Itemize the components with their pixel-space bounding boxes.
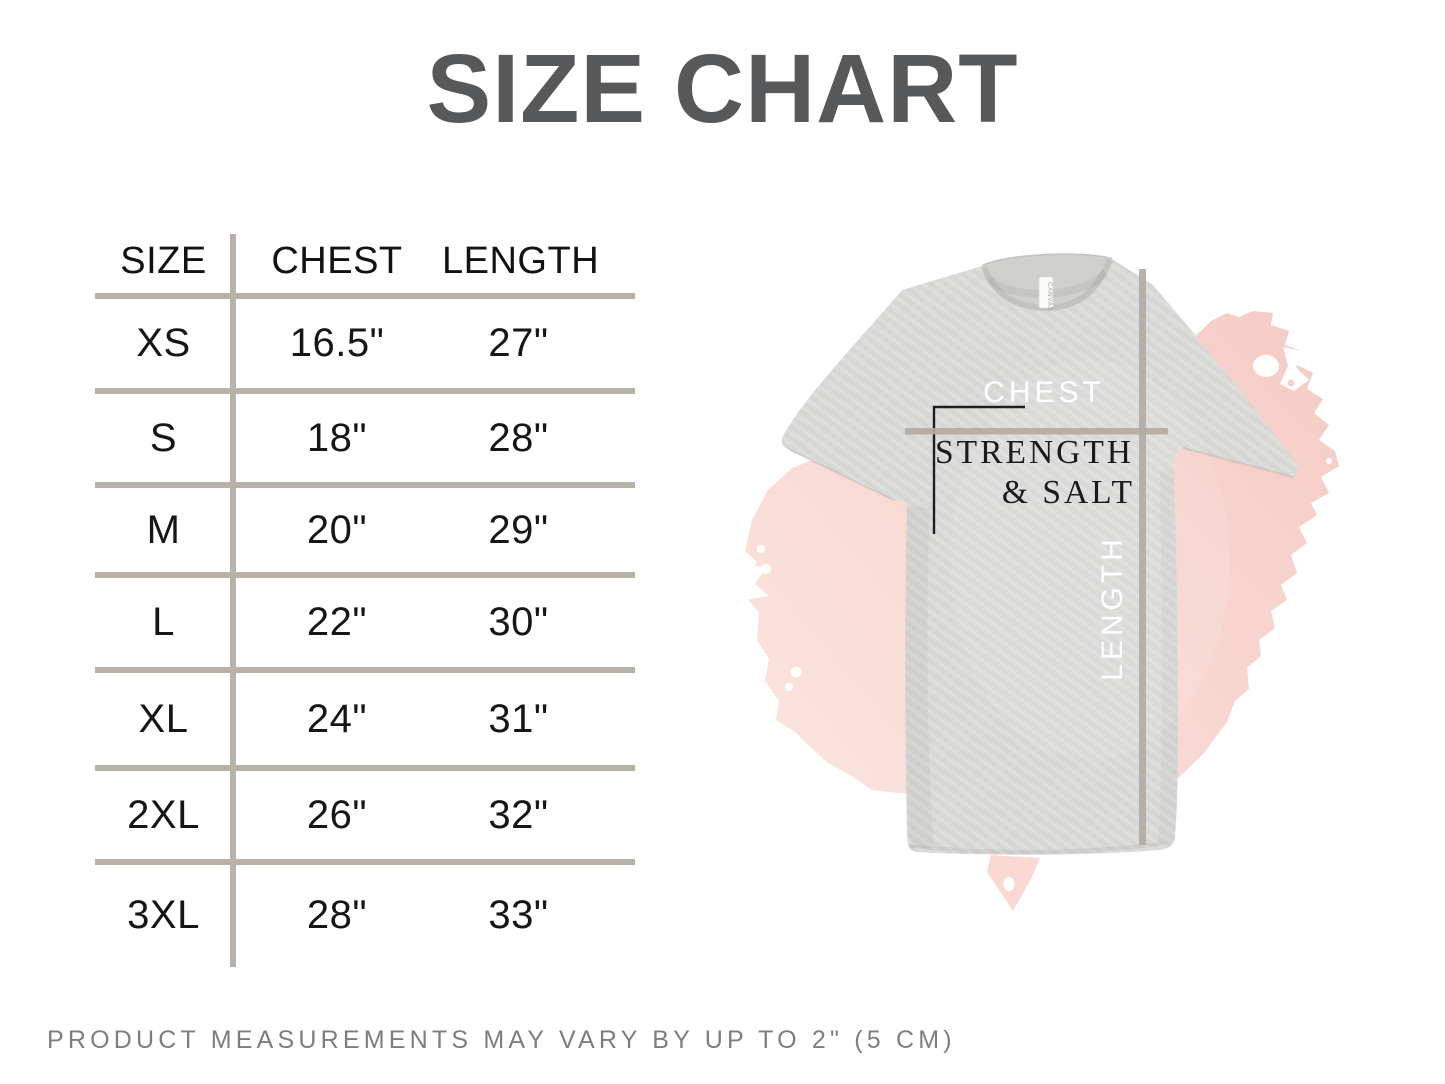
chest-value: 16.5" bbox=[289, 321, 385, 365]
size-table: SIZE CHEST LENGTH XS 16.5" 27" S 18" 28"… bbox=[95, 230, 635, 967]
length-value: 29" bbox=[488, 507, 549, 552]
table-row: XS 16.5" 27" bbox=[95, 299, 635, 394]
size-value: 2XL bbox=[127, 792, 200, 837]
table-row: 3XL 28" 33" bbox=[95, 865, 635, 965]
chest-value: 24" bbox=[306, 696, 368, 741]
chest-measure-label: CHEST bbox=[983, 376, 1105, 409]
length-measure-line bbox=[1139, 269, 1146, 845]
table-header-row: SIZE CHEST LENGTH bbox=[95, 230, 635, 299]
chest-value: 22" bbox=[306, 600, 368, 644]
length-value: 33" bbox=[488, 892, 549, 937]
size-value: 3XL bbox=[127, 892, 200, 937]
table-row: L 22" 30" bbox=[95, 578, 635, 673]
design-text-line2: & SALT bbox=[1002, 474, 1135, 511]
length-value: 27" bbox=[488, 321, 549, 365]
tshirt-graphic: CANVAS STRENGTH & SALT bbox=[781, 253, 1299, 855]
chest-value: 20" bbox=[306, 507, 368, 552]
size-value: S bbox=[149, 415, 178, 460]
length-value: 32" bbox=[488, 792, 549, 837]
table-column-divider bbox=[230, 234, 236, 967]
measurement-guides: CHEST LENGTH bbox=[905, 269, 1168, 845]
table-row: M 20" 29" bbox=[95, 488, 635, 578]
header-length: LENGTH bbox=[442, 240, 600, 282]
table-row: 2XL 26" 32" bbox=[95, 771, 635, 865]
table-row: XL 24" 31" bbox=[95, 673, 635, 771]
page-title: SIZE CHART bbox=[426, 34, 1019, 143]
chest-value: 26" bbox=[306, 792, 368, 837]
chest-measure-line bbox=[905, 428, 1168, 435]
footnote: PRODUCT MEASUREMENTS MAY VARY BY UP TO 2… bbox=[47, 1026, 956, 1054]
neck-tag: CANVAS bbox=[1038, 276, 1054, 311]
design-corner-line bbox=[932, 405, 1025, 534]
design-text-line1: STRENGTH bbox=[935, 434, 1134, 471]
size-value: XS bbox=[136, 321, 191, 365]
chest-value: 18" bbox=[306, 415, 368, 460]
size-value: M bbox=[146, 507, 181, 552]
length-value: 31" bbox=[488, 696, 549, 741]
table-row: S 18" 28" bbox=[95, 394, 635, 488]
chest-value: 28" bbox=[306, 892, 368, 937]
length-measure-label: LENGTH bbox=[1096, 535, 1129, 681]
header-chest: CHEST bbox=[271, 240, 403, 282]
header-size: SIZE bbox=[120, 240, 207, 282]
length-value: 30" bbox=[488, 600, 549, 644]
size-value: L bbox=[152, 600, 175, 644]
tag-label: CANVAS bbox=[1046, 282, 1053, 311]
length-value: 28" bbox=[488, 415, 549, 460]
size-value: XL bbox=[138, 696, 189, 741]
